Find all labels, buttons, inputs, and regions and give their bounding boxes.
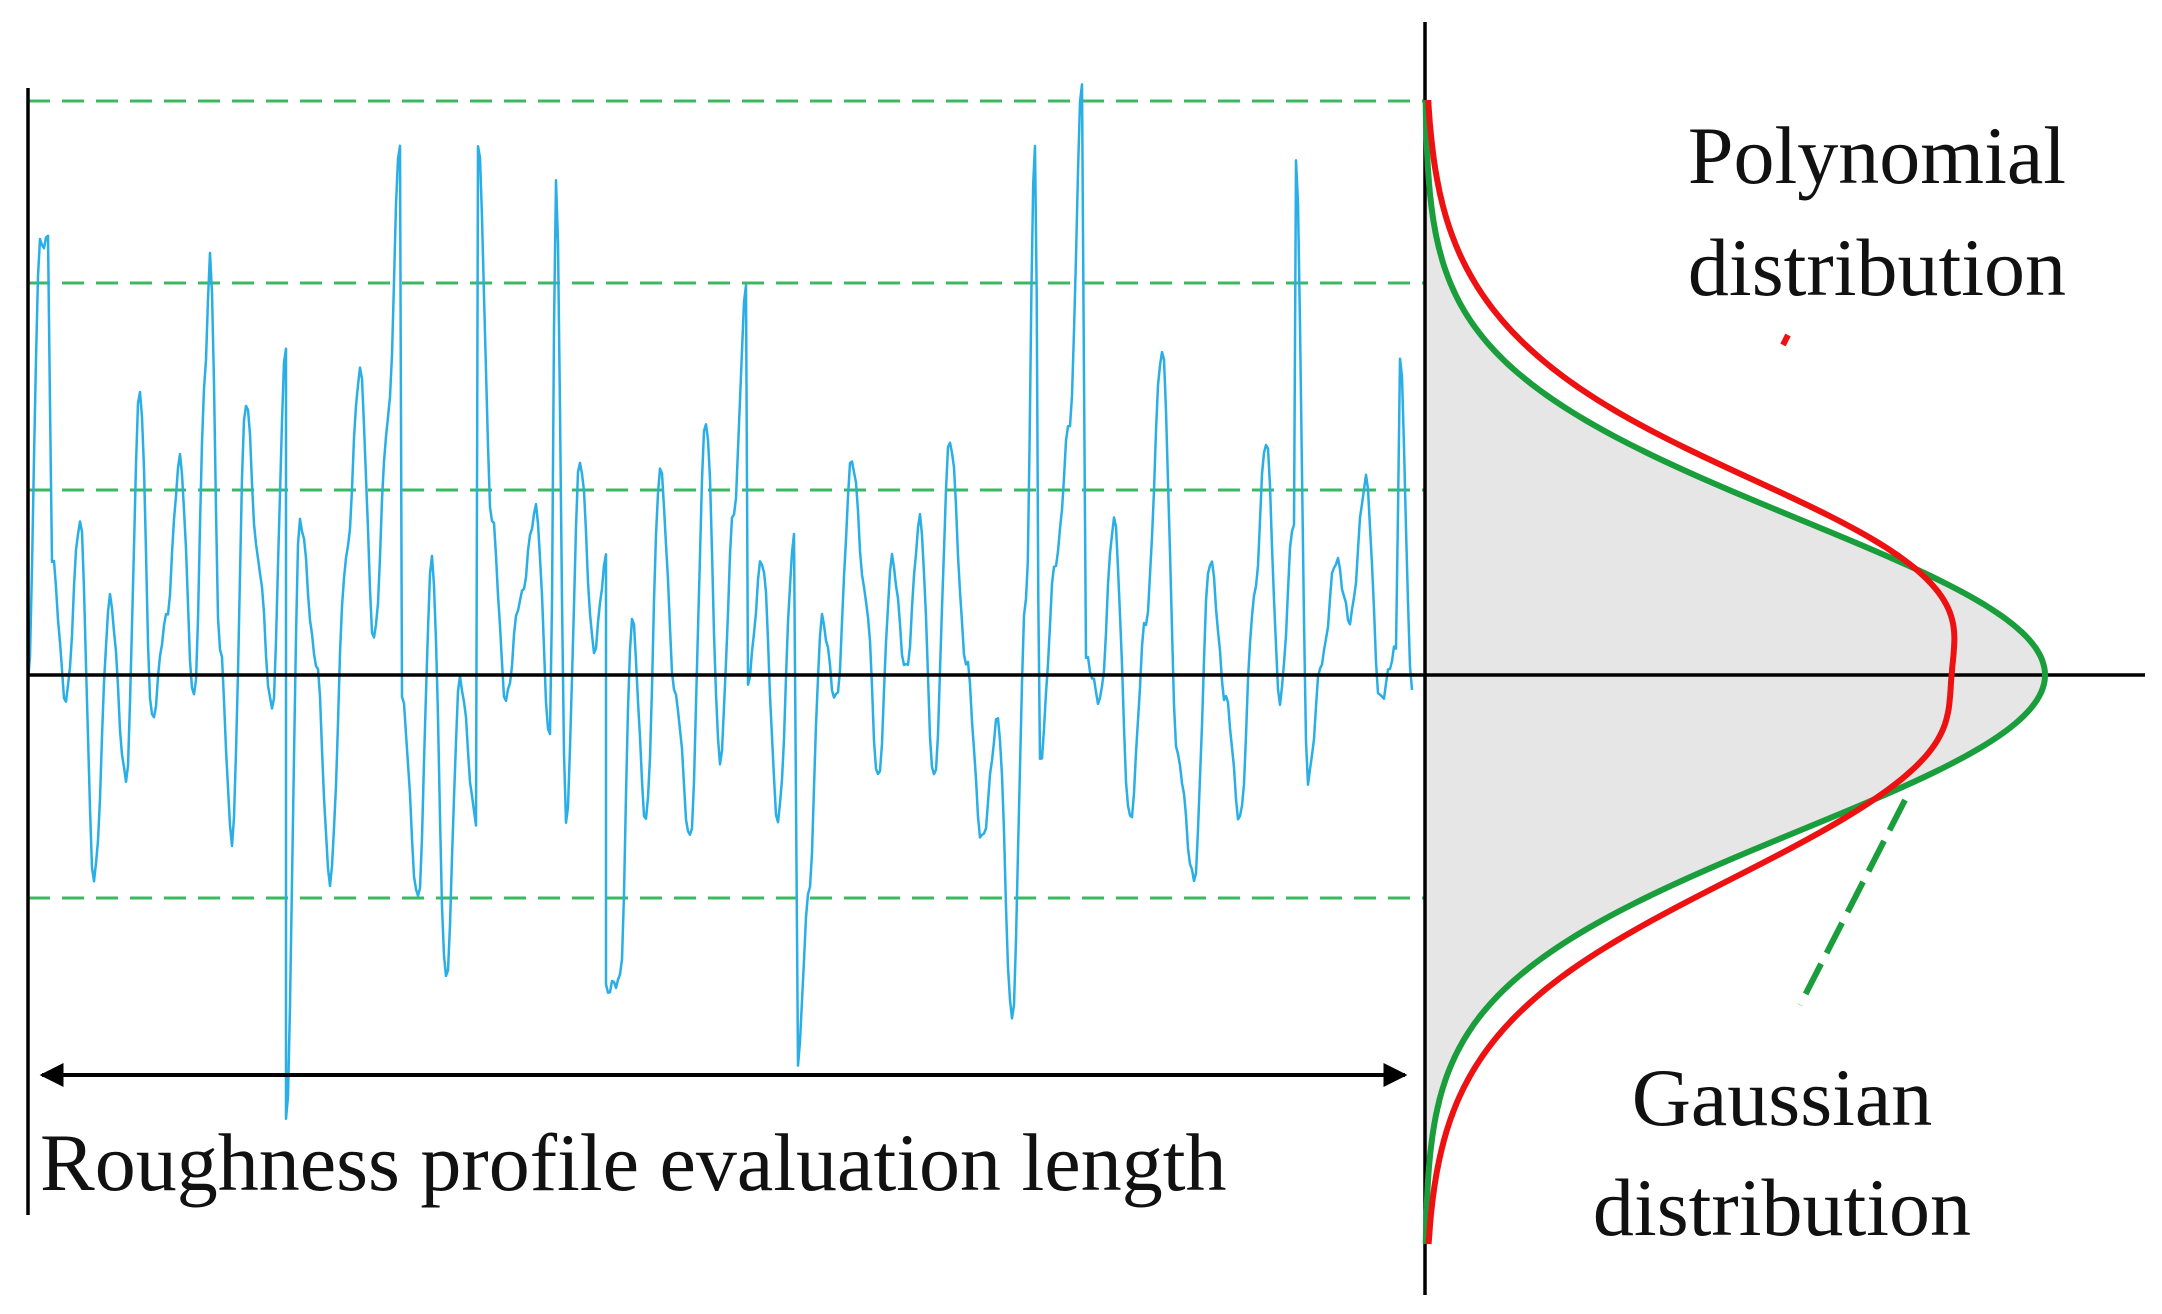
polynomial-label-line2: distribution (1688, 222, 2066, 313)
polynomial-label-line1: Polynomial (1688, 110, 2066, 201)
gaussian-label-line1: Gaussian (1632, 1052, 1933, 1143)
axes (26, 22, 2145, 1295)
gaussian-distribution-curve (1422, 99, 2049, 1245)
roughness-profile-curve (26, 83, 1414, 1120)
gaussian-label-pointer (1797, 798, 1908, 1007)
polynomial-label-pointer (1780, 333, 1791, 347)
gaussian-label-line2: distribution (1593, 1162, 1971, 1253)
polynomial-distribution-curve (1425, 99, 1958, 1245)
distribution-area-fill (1425, 100, 2045, 1245)
evaluation-length-label: Roughness profile evaluation length (40, 1117, 1226, 1208)
height-guide-lines (28, 99, 1700, 900)
